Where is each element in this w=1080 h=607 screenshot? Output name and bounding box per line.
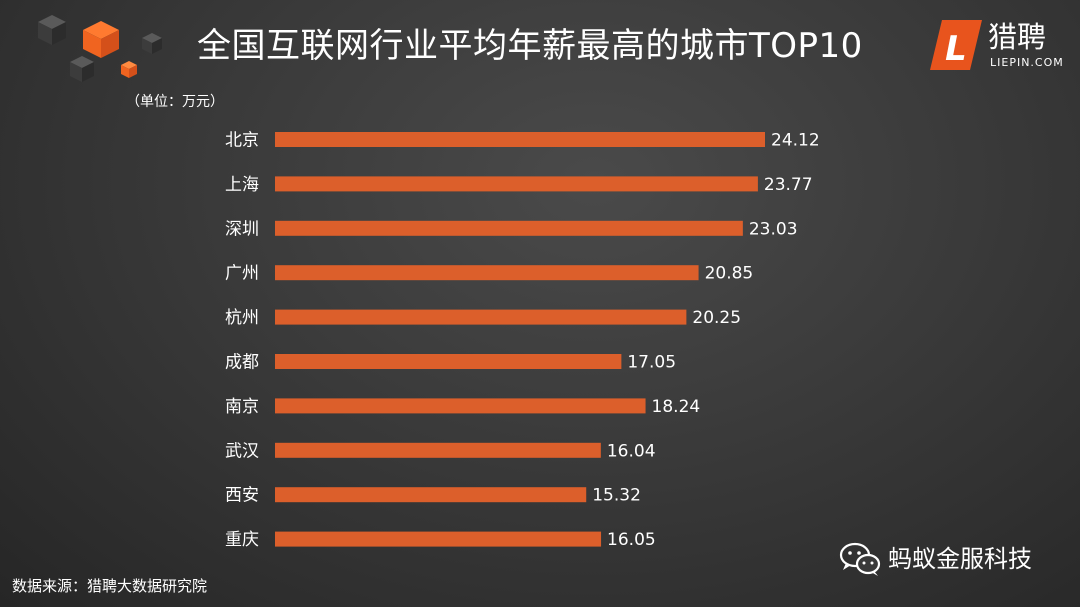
category-label: 深圳 — [225, 219, 259, 239]
category-label: 西安 — [225, 486, 259, 506]
value-label: 18.24 — [652, 397, 701, 417]
liepin-logo: L 猎聘 LIEPIN.COM — [928, 18, 1078, 76]
page-title: 全国互联网行业平均年薪最高的城市TOP10 — [197, 26, 863, 66]
bar — [275, 265, 699, 281]
watermark-text: 蚂蚁金服科技 — [888, 545, 1032, 573]
value-label: 15.32 — [592, 486, 641, 506]
category-label: 杭州 — [225, 308, 259, 328]
bar — [275, 132, 765, 147]
logo-name-cn: 猎聘 — [988, 20, 1047, 54]
bar — [275, 487, 587, 503]
value-label: 24.12 — [771, 131, 820, 151]
category-label: 武汉 — [225, 441, 259, 461]
logo-name-en: LIEPIN.COM — [990, 56, 1064, 69]
bar — [275, 220, 743, 236]
category-label: 重庆 — [225, 530, 259, 550]
value-label: 17.05 — [627, 353, 676, 373]
category-label: 北京 — [225, 131, 259, 151]
bar — [275, 354, 622, 369]
liepin-logo-icon: L — [930, 20, 982, 70]
bar — [275, 176, 758, 192]
value-label: 23.03 — [749, 219, 798, 239]
category-label: 上海 — [225, 175, 259, 195]
value-label: 23.77 — [764, 175, 813, 195]
value-label: 16.04 — [607, 441, 656, 461]
wechat-icon — [839, 542, 881, 576]
category-label: 广州 — [225, 264, 259, 284]
value-label: 16.05 — [607, 530, 656, 550]
category-label: 南京 — [225, 397, 259, 417]
category-label: 成都 — [225, 353, 259, 373]
cubes-icon — [38, 15, 162, 82]
value-label: 20.85 — [705, 264, 754, 284]
watermark: 蚂蚁金服科技 — [838, 539, 1078, 579]
bar — [275, 442, 601, 458]
logo-letter: L — [945, 29, 967, 69]
bar — [275, 531, 602, 547]
bar — [275, 398, 646, 414]
bar — [275, 309, 687, 325]
value-label: 20.25 — [692, 308, 741, 328]
unit-label: （单位：万元） — [126, 94, 224, 110]
data-source: 数据来源：猎聘大数据研究院 — [12, 577, 208, 595]
